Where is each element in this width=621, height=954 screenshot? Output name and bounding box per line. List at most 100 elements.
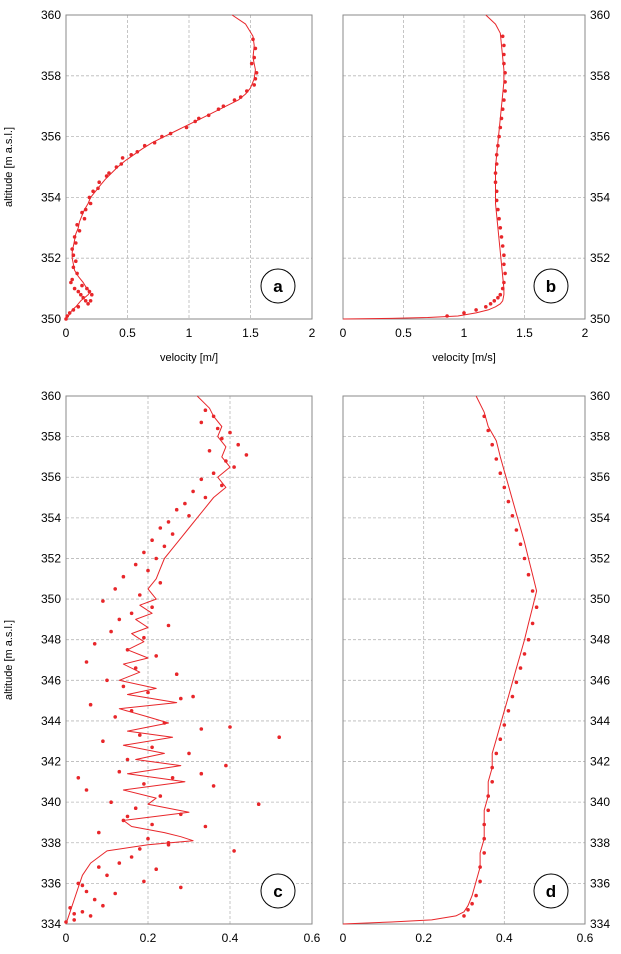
data-point bbox=[129, 153, 133, 157]
y-tick-label: 358 bbox=[590, 430, 610, 444]
data-point bbox=[251, 37, 255, 42]
data-point bbox=[142, 143, 147, 148]
y-tick-label: 356 bbox=[41, 130, 61, 144]
panel-label: a bbox=[273, 277, 283, 296]
data-point bbox=[87, 289, 92, 294]
data-point bbox=[119, 162, 124, 166]
data-point bbox=[514, 528, 519, 532]
data-point bbox=[97, 830, 101, 835]
data-point bbox=[138, 847, 142, 851]
data-point bbox=[256, 802, 261, 806]
data-point bbox=[534, 605, 539, 609]
x-tick-label: 1 bbox=[186, 326, 193, 340]
data-point bbox=[493, 180, 498, 184]
y-tick-label: 344 bbox=[590, 714, 610, 728]
data-point bbox=[90, 292, 94, 297]
data-point bbox=[221, 104, 226, 108]
data-point bbox=[84, 889, 89, 894]
data-point bbox=[191, 694, 195, 699]
data-point bbox=[174, 672, 179, 676]
x-tick-label: 0.6 bbox=[577, 931, 594, 945]
data-point bbox=[92, 642, 97, 646]
data-point bbox=[228, 430, 232, 435]
data-point bbox=[75, 223, 79, 227]
data-point bbox=[77, 229, 82, 233]
data-point bbox=[166, 520, 171, 524]
data-point bbox=[133, 666, 138, 670]
data-point bbox=[193, 119, 197, 124]
data-point bbox=[129, 611, 134, 616]
data-point bbox=[498, 471, 503, 476]
data-point bbox=[478, 865, 482, 869]
y-tick-label: 356 bbox=[590, 470, 610, 484]
data-point bbox=[113, 891, 117, 896]
data-point bbox=[158, 794, 163, 798]
data-point bbox=[496, 207, 500, 212]
y-tick-label: 352 bbox=[41, 551, 61, 565]
data-point bbox=[88, 201, 93, 206]
data-point bbox=[88, 914, 93, 918]
data-point bbox=[199, 420, 204, 425]
data-point bbox=[466, 908, 470, 912]
data-point bbox=[503, 89, 507, 93]
data-point bbox=[135, 150, 140, 154]
data-point bbox=[197, 116, 201, 121]
data-point bbox=[482, 851, 487, 855]
y-tick-label: 350 bbox=[590, 592, 610, 606]
data-point bbox=[70, 247, 74, 251]
data-point bbox=[84, 788, 89, 792]
y-tick-label: 342 bbox=[590, 755, 610, 769]
data-point bbox=[80, 910, 85, 914]
data-point bbox=[498, 125, 503, 130]
y-tick-label: 354 bbox=[590, 511, 610, 525]
data-point bbox=[142, 782, 146, 786]
data-point bbox=[503, 80, 507, 84]
data-point bbox=[97, 180, 101, 184]
data-point bbox=[105, 678, 109, 683]
data-point bbox=[530, 621, 535, 626]
data-point bbox=[68, 906, 72, 910]
data-point bbox=[105, 873, 109, 878]
data-point bbox=[494, 162, 499, 166]
data-point bbox=[113, 715, 117, 719]
y-tick-label: 340 bbox=[590, 795, 610, 809]
data-point bbox=[113, 587, 117, 591]
data-point bbox=[232, 98, 237, 102]
data-point bbox=[203, 824, 208, 829]
data-point bbox=[482, 822, 487, 827]
data-point bbox=[224, 459, 228, 463]
data-point bbox=[117, 617, 122, 622]
data-point bbox=[166, 623, 171, 628]
y-tick-label: 360 bbox=[590, 389, 610, 403]
data-point bbox=[96, 186, 100, 191]
data-point bbox=[490, 765, 495, 770]
y-tick-label: 354 bbox=[41, 511, 61, 525]
data-point bbox=[514, 680, 519, 685]
data-point bbox=[83, 299, 88, 303]
y-tick-label: 350 bbox=[41, 312, 61, 326]
panel-label: b bbox=[546, 277, 556, 296]
data-point bbox=[146, 836, 150, 841]
data-point bbox=[236, 442, 240, 447]
data-point bbox=[150, 745, 154, 750]
data-point bbox=[252, 83, 256, 87]
x-tick-label: 0 bbox=[63, 931, 70, 945]
y-tick-label: 354 bbox=[41, 190, 61, 204]
data-point bbox=[121, 574, 126, 579]
data-point bbox=[85, 286, 89, 291]
data-point bbox=[526, 637, 531, 642]
panel-label: c bbox=[273, 882, 282, 901]
data-point bbox=[154, 867, 158, 871]
data-point bbox=[83, 207, 88, 212]
data-point bbox=[506, 709, 511, 713]
data-point bbox=[445, 314, 449, 318]
data-point bbox=[490, 442, 495, 447]
series-line bbox=[342, 14, 505, 320]
data-point bbox=[500, 286, 505, 291]
data-point bbox=[187, 751, 191, 756]
data-point bbox=[69, 280, 73, 285]
data-point bbox=[482, 836, 487, 841]
panel-label: d bbox=[546, 882, 556, 901]
data-point bbox=[133, 562, 138, 567]
data-point bbox=[72, 912, 76, 916]
